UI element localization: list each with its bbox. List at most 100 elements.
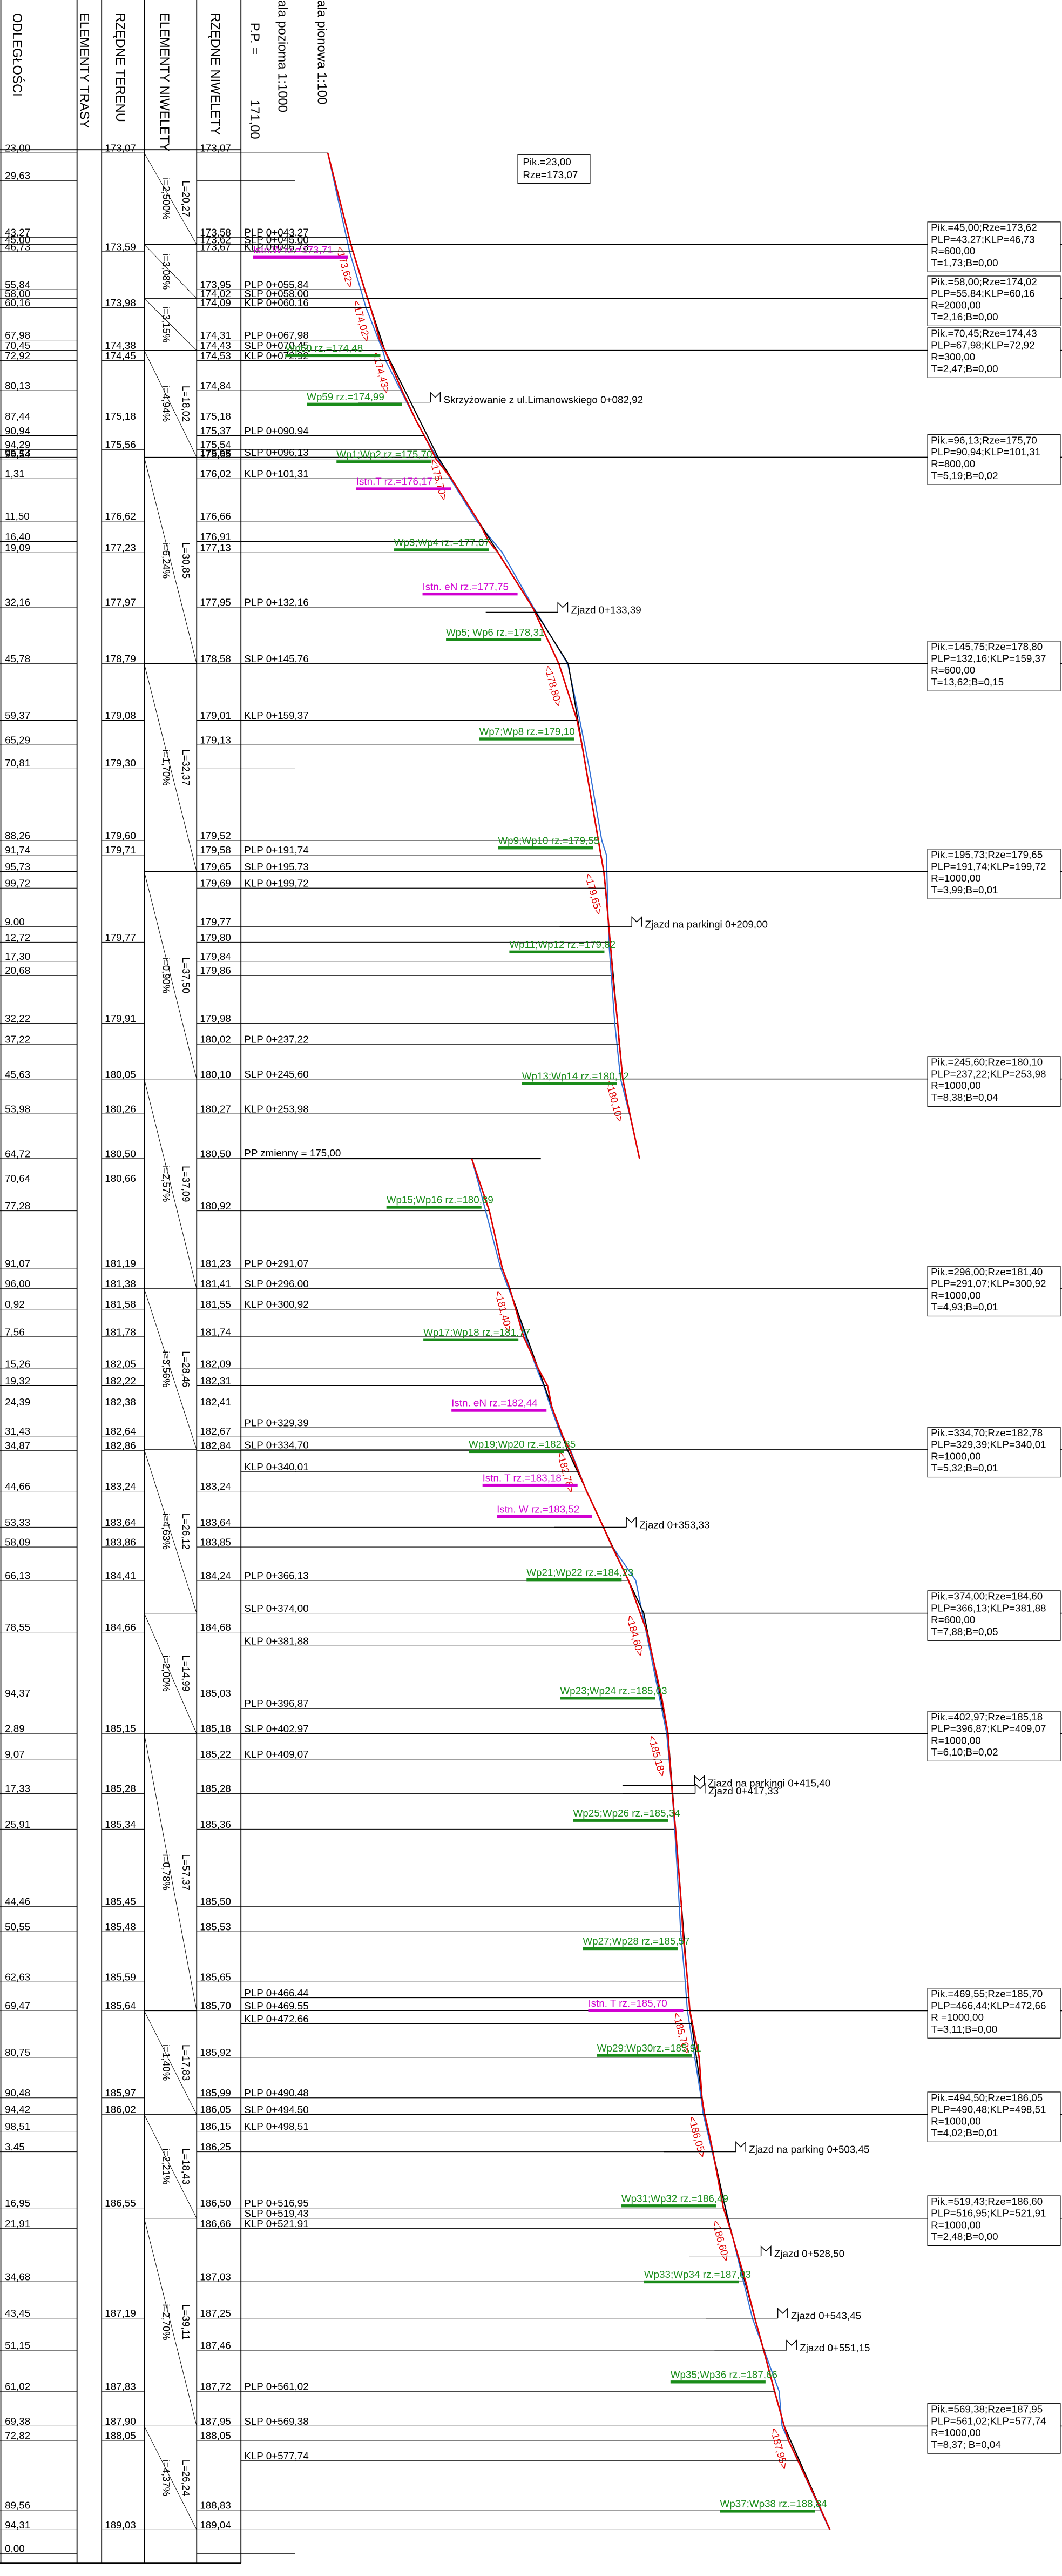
- grade: i=2,00%: [161, 1656, 172, 1692]
- grade-diag: [144, 1288, 197, 1450]
- note-flag: [631, 916, 642, 927]
- terrain-elev: 179,60: [105, 830, 136, 842]
- note-flag: [626, 1516, 637, 1528]
- grade-length: L=26,12: [180, 1514, 192, 1550]
- niveleta-elev: 173,62: [200, 234, 231, 245]
- note: Zjazd 0+528,50: [774, 2248, 844, 2259]
- distance: 15,26: [5, 1358, 30, 1370]
- niveleta-elev: 186,50: [200, 2197, 231, 2209]
- station: KLP 0+521,91: [244, 2218, 308, 2229]
- terrain-elev: 174,38: [105, 340, 136, 351]
- distance: 77,28: [5, 1200, 30, 1212]
- distance: 70,45: [5, 340, 30, 351]
- grade-length: L=39,11: [180, 2304, 192, 2340]
- curve-text: R=1000,00: [931, 1080, 981, 1091]
- distance: 51,15: [5, 2340, 30, 2351]
- curve-text: PLP=43,27;KLP=46,73: [931, 234, 1034, 245]
- distance: 64,72: [5, 1148, 30, 1159]
- grade-diag: [144, 2114, 197, 2218]
- distance: 94,31: [5, 2519, 30, 2531]
- station: KLP 0+472,66: [244, 2013, 308, 2025]
- niveleta-elev: 180,27: [200, 1104, 231, 1115]
- niveleta-elev: 180,50: [200, 1148, 231, 1159]
- curve-box: [927, 641, 1061, 691]
- station: KLP 0+300,92: [244, 1299, 308, 1310]
- distance: 29,63: [5, 170, 30, 181]
- note-flag: [786, 2339, 797, 2351]
- station: KLP 0+381,88: [244, 1636, 308, 1647]
- note-flag: [694, 1783, 706, 1794]
- curve-box: [927, 2403, 1061, 2454]
- terrain-elev: 182,38: [105, 1396, 136, 1408]
- terrain-elev: 185,64: [105, 2000, 136, 2011]
- curve-text: Pik.=569,38;Rze=187,95: [931, 2404, 1043, 2415]
- station: SLP 0+096,13: [244, 447, 308, 458]
- niveleta-elev: 175,63: [200, 447, 231, 458]
- station: PLP 0+516,95: [244, 2197, 308, 2209]
- niveleta-elev: 175,54: [200, 439, 231, 450]
- distance: 70,81: [5, 757, 30, 769]
- station: SLP 0+195,73: [244, 861, 308, 872]
- station: SLP 0+402,97: [244, 1723, 308, 1734]
- note: Zjazd na parkingi 0+209,00: [645, 919, 768, 930]
- niveleta-elev: 179,86: [200, 965, 231, 976]
- niveleta-elev: 186,05: [200, 2104, 231, 2115]
- niveleta-elev: 180,92: [200, 1200, 231, 1212]
- existing-label: Istn.W rz.=173,71: [253, 244, 333, 255]
- grade: i=2,70%: [161, 2304, 172, 2340]
- distance: 20,68: [5, 965, 30, 976]
- distance: 96,13: [5, 447, 30, 458]
- grade-length: L=37,09: [180, 1166, 192, 1202]
- terrain-elev: 179,08: [105, 710, 136, 721]
- header-text: RZĘDNE TERENU: [113, 13, 127, 122]
- niveleta-elev: 181,41: [200, 1278, 231, 1289]
- terrain-elev: 180,05: [105, 1068, 136, 1080]
- point-label-bar: [560, 1697, 655, 1700]
- table-frame: [0, 0, 242, 2564]
- distance: 87,44: [5, 411, 30, 422]
- terrain-elev: 183,86: [105, 1537, 136, 1548]
- point-label-bar: [498, 846, 593, 850]
- station: PLP 0+132,16: [244, 597, 308, 608]
- scale-text: ala pionowa 1:100: [314, 0, 329, 104]
- point-label: Wp37;Wp38 rz.=188,84: [720, 2498, 827, 2510]
- point-label-bar: [394, 548, 489, 551]
- point-label: Wp19;Wp20 rz.=182,85: [469, 1438, 576, 1450]
- niveleta-elev: 182,41: [200, 1396, 231, 1408]
- distance: 19,32: [5, 1375, 30, 1387]
- station: PLP 0+561,02: [244, 2381, 308, 2392]
- grade-length: L=26,24: [180, 2460, 192, 2496]
- niveleta-elev: 174,09: [200, 297, 231, 308]
- distance: 99,72: [5, 878, 30, 889]
- distance: 72,92: [5, 350, 30, 361]
- grade: i=2,500%: [161, 178, 172, 220]
- existing-label-bar: [356, 487, 451, 490]
- curve-box: [927, 1590, 1061, 1641]
- terrain-elev: 173,07: [105, 143, 136, 154]
- curve-text: T=5,19;B=0,02: [931, 470, 998, 481]
- station: KLP 0+159,37: [244, 710, 308, 721]
- curve-text: Pik.=70,45;Rze=174,43: [931, 328, 1037, 339]
- grade-diag: [144, 2426, 197, 2530]
- niveleta-elev: 185,36: [200, 1819, 231, 1830]
- curve-text: T=4,93;B=0,01: [931, 1301, 998, 1313]
- start-box: Pik.=23,00 Rze=173,07: [517, 154, 591, 184]
- terrain-elev: 181,78: [105, 1326, 136, 1337]
- curve-text: T=8,37; B=0,04: [931, 2439, 1001, 2450]
- distance: 89,56: [5, 2499, 30, 2511]
- terrain-elev: 176,62: [105, 510, 136, 522]
- existing-label-bar: [451, 1409, 547, 1412]
- distance: 45,78: [5, 653, 30, 664]
- station: SLP 0+469,55: [244, 2000, 308, 2012]
- niveleta-elev: 185,70: [200, 2000, 231, 2011]
- distance: 0,92: [5, 1299, 25, 1310]
- existing-label: Istn. eN rz.=177,75: [423, 581, 509, 592]
- curve-text: T=4,02;B=0,01: [931, 2127, 998, 2138]
- distance: 62,63: [5, 1972, 30, 1983]
- station: KLP 0+577,74: [244, 2450, 308, 2461]
- point-label: Wp59 rz.=174,99: [307, 391, 384, 402]
- station: PLP 0+055,84: [244, 279, 308, 291]
- terrain-elev: 182,86: [105, 1440, 136, 1451]
- point-label: Wp5; Wp6 rz.=178,31: [446, 627, 544, 638]
